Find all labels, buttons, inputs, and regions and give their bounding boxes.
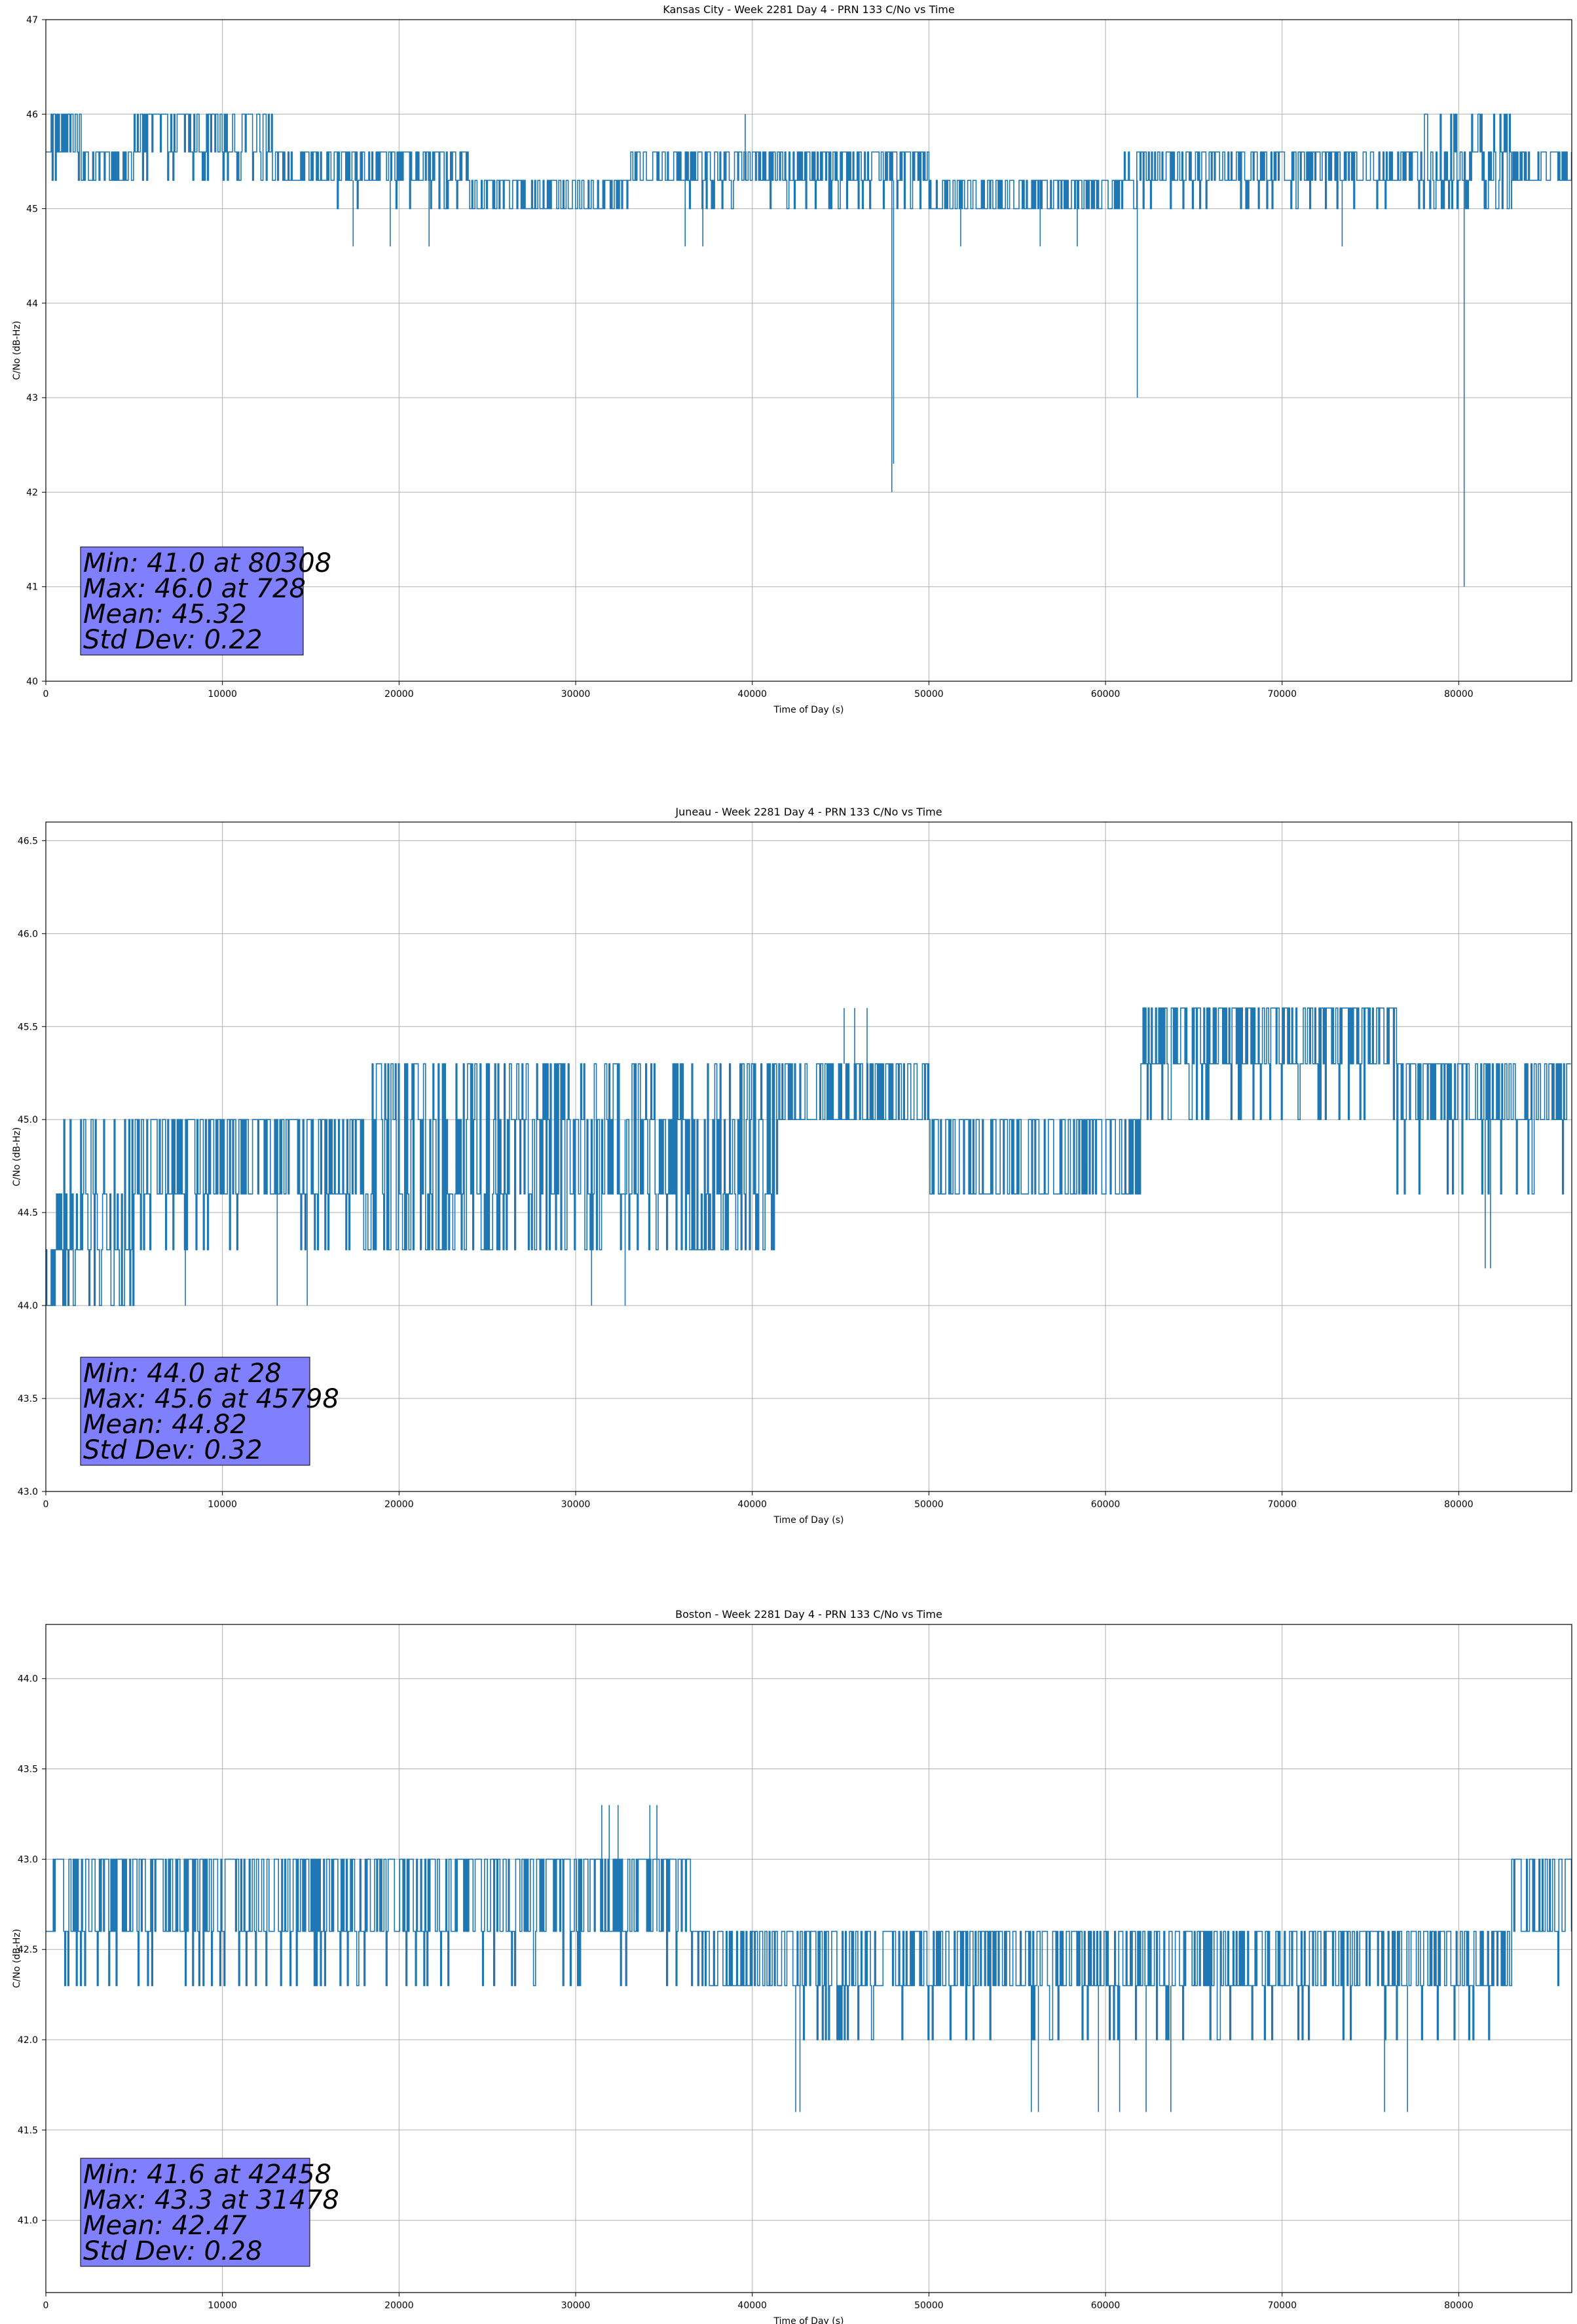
chart-title: Kansas City - Week 2281 Day 4 - PRN 133 … bbox=[663, 3, 954, 16]
y-tick-label: 44.0 bbox=[18, 1301, 38, 1311]
stats-box bbox=[80, 546, 304, 656]
y-tick-label: 41.5 bbox=[18, 2126, 38, 2136]
y-tick-label: 43.0 bbox=[18, 1854, 38, 1865]
x-tick-label: 20000 bbox=[384, 2300, 414, 2311]
x-tick-label: 60000 bbox=[1091, 1499, 1121, 1510]
y-tick-label: 43.0 bbox=[18, 1487, 38, 1497]
x-tick-label: 50000 bbox=[914, 689, 944, 700]
x-tick-label: 50000 bbox=[914, 1499, 944, 1510]
y-tick-label: 46.0 bbox=[18, 929, 38, 939]
chart-title: Juneau - Week 2281 Day 4 - PRN 133 C/No … bbox=[675, 806, 942, 818]
x-axis-label: Time of Day (s) bbox=[773, 2316, 844, 2324]
y-tick-label: 46 bbox=[26, 109, 38, 120]
x-tick-label: 10000 bbox=[208, 689, 237, 700]
stats-line: Std Dev: 0.28 bbox=[83, 2236, 263, 2266]
y-tick-label: 43.5 bbox=[18, 1394, 38, 1404]
y-tick-label: 44 bbox=[26, 299, 38, 309]
x-tick-label: 30000 bbox=[561, 689, 591, 700]
chart-panel-2: 0 10000 20000 30000 40000 50000 60000 70000 8000… bbox=[12, 1608, 1572, 2324]
stats-line: Mean: 45.32 bbox=[83, 599, 247, 629]
stats-line: Max: 45.6 at 45798 bbox=[83, 1384, 339, 1414]
chart-title: Boston - Week 2281 Day 4 - PRN 133 C/No … bbox=[675, 1608, 942, 1621]
y-tick-label: 42.5 bbox=[18, 1945, 38, 1955]
y-tick-label: 44.0 bbox=[18, 1674, 38, 1685]
x-tick-label: 20000 bbox=[384, 689, 414, 700]
x-tick-label: 70000 bbox=[1267, 689, 1297, 700]
y-axis-label: C/No (dB-Hz) bbox=[12, 321, 22, 380]
x-tick-label: 80000 bbox=[1444, 689, 1474, 700]
x-tick-label: 0 bbox=[43, 2300, 49, 2311]
y-tick-label: 42 bbox=[26, 487, 38, 498]
x-tick-label: 50000 bbox=[914, 2300, 944, 2311]
y-tick-label: 43.5 bbox=[18, 1765, 38, 1775]
series-line bbox=[46, 1007, 1571, 1306]
x-tick-label: 70000 bbox=[1267, 1499, 1297, 1510]
plot-frame bbox=[45, 1624, 1572, 2293]
y-tick-label: 45.5 bbox=[18, 1022, 38, 1032]
x-tick-label: 0 bbox=[43, 689, 49, 700]
x-tick-label: 10000 bbox=[208, 1499, 237, 1510]
x-tick-label: 70000 bbox=[1267, 2300, 1297, 2311]
chart-panel-0: 0 10000 20000 30000 40000 50000 60000 70000 8000… bbox=[12, 3, 1572, 715]
y-tick-label: 45 bbox=[26, 204, 38, 215]
x-tick-label: 10000 bbox=[208, 2300, 237, 2311]
stats-line: Std Dev: 0.32 bbox=[83, 1435, 263, 1465]
stats-line: Min: 41.6 at 42458 bbox=[83, 2160, 331, 2190]
stats-line: Mean: 44.82 bbox=[83, 1410, 247, 1440]
x-tick-label: 60000 bbox=[1091, 2300, 1121, 2311]
plot-frame bbox=[45, 19, 1572, 682]
series-line bbox=[46, 1858, 1572, 2040]
stats-line: Max: 43.3 at 31478 bbox=[83, 2185, 339, 2215]
y-tick-label: 44.5 bbox=[18, 1208, 38, 1218]
y-tick-label: 47 bbox=[26, 15, 38, 26]
x-tick-label: 20000 bbox=[384, 1499, 414, 1510]
x-axis-label: Time of Day (s) bbox=[773, 1515, 844, 1526]
x-axis-label: Time of Day (s) bbox=[773, 705, 844, 715]
stats-line: Max: 46.0 at 728 bbox=[83, 574, 306, 604]
x-tick-label: 40000 bbox=[737, 689, 767, 700]
x-tick-label: 40000 bbox=[737, 2300, 767, 2311]
y-tick-label: 43 bbox=[26, 393, 38, 403]
x-tick-label: 80000 bbox=[1444, 2300, 1474, 2311]
x-tick-label: 40000 bbox=[737, 1499, 767, 1510]
stats-line: Min: 44.0 at 28 bbox=[83, 1359, 282, 1389]
y-tick-label: 41.0 bbox=[18, 2216, 38, 2226]
y-axis-label: C/No (dB-Hz) bbox=[12, 1929, 22, 1988]
series-line bbox=[46, 113, 1572, 210]
stats-line: Min: 41.0 at 80308 bbox=[83, 548, 331, 578]
plot-frame bbox=[45, 821, 1572, 1492]
x-tick-label: 30000 bbox=[561, 1499, 591, 1510]
stats-box bbox=[80, 2158, 310, 2267]
stats-line: Mean: 42.47 bbox=[83, 2211, 247, 2241]
y-tick-label: 46.5 bbox=[18, 836, 38, 846]
y-tick-label: 42.0 bbox=[18, 2035, 38, 2046]
x-tick-label: 0 bbox=[43, 1499, 49, 1510]
y-tick-label: 45.0 bbox=[18, 1115, 38, 1125]
y-tick-label: 40 bbox=[26, 677, 38, 687]
x-tick-label: 60000 bbox=[1091, 689, 1121, 700]
y-tick-label: 41 bbox=[26, 582, 38, 593]
x-tick-label: 30000 bbox=[561, 2300, 591, 2311]
x-tick-label: 80000 bbox=[1444, 1499, 1474, 1510]
stats-line: Std Dev: 0.22 bbox=[83, 625, 263, 655]
chart-panel-1: 0 10000 20000 30000 40000 50000 60000 70000 8000… bbox=[12, 806, 1572, 1526]
stats-box bbox=[80, 1357, 310, 1466]
y-axis-label: C/No (dB-Hz) bbox=[12, 1127, 22, 1186]
